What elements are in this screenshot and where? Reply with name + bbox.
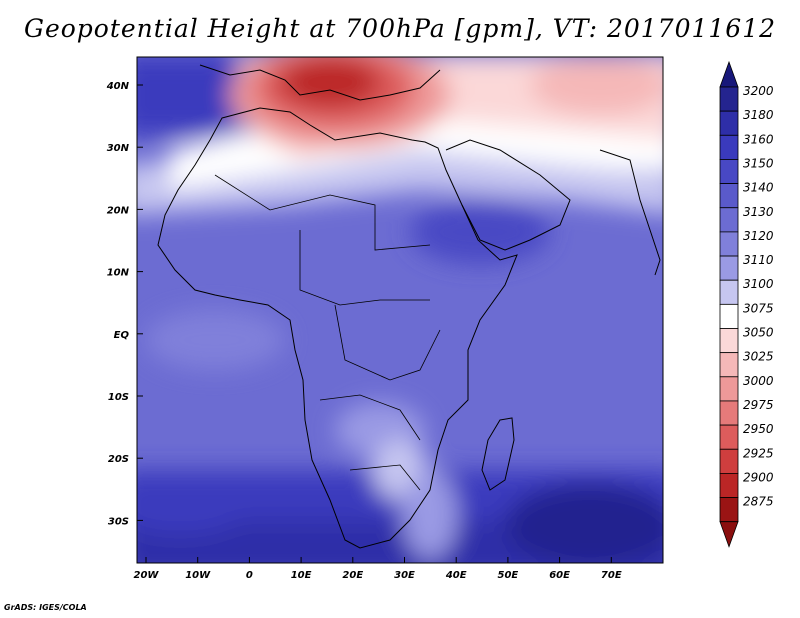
colorbar-swatch [719,328,739,354]
lon-tick-label: 40E [445,570,467,581]
lat-tick-label: 20N [107,205,130,216]
chart-title: Geopotential Height at 700hPa [gpm], VT:… [23,14,777,43]
colorbar-swatch [719,472,739,498]
colorbar-label: 3050 [743,326,774,340]
credit-label: GrADS: IGES/COLA [4,603,87,612]
lon-tick-label: 20E [342,570,363,581]
colorbar-swatch [719,279,739,305]
colorbar-bottom-arrow [719,521,739,548]
lon-tick-label: 0 [246,570,253,581]
colorbar-swatch [719,424,739,450]
lon-tick-label: 30E [394,570,415,581]
colorbar-label: 3150 [743,156,774,170]
colorbar-label: 3140 [743,181,774,195]
colorbar-swatch [719,376,739,402]
colorbar-label: 3025 [743,350,774,364]
colorbar-swatch [719,110,739,136]
lat-tick-label: 10S [108,392,129,403]
colorbar-swatch [719,134,739,160]
lat-tick-label: 30N [107,143,130,154]
lon-tick-label: 20W [134,570,160,581]
colorbar-top-arrow [719,60,739,88]
colorbar-swatch [719,255,739,281]
colorbar-label: 3000 [743,374,774,388]
colorbar-label: 3160 [743,132,774,146]
lat-tick-label: 40N [106,81,130,92]
lon-tick-label: 70E [601,570,622,581]
lat-tick-label: 30S [108,516,129,527]
colorbar-label: 3100 [743,277,774,291]
borders [214,174,441,491]
colorbar-label: 3120 [743,229,774,243]
colorbar-swatch [719,231,739,257]
latitude-axis: 40N 30N 20N 10N EQ 10S 20S 30S [106,81,143,527]
colorbar-swatch [719,400,739,426]
colorbar-swatch [719,448,739,474]
longitude-axis: 20W 10W 0 10E 20E 30E 40E 50E 60E 70E [134,557,622,581]
colorbar-label: 3075 [743,301,774,315]
colorbar-label: 2900 [743,470,774,484]
lon-tick-label: 10E [291,570,312,581]
colorbar-label: 2950 [743,422,774,436]
colorbar-swatch [719,352,739,378]
coastlines [157,64,661,549]
map-frame [136,56,664,564]
lat-tick-label: EQ [114,330,130,341]
colorbar-label: 3180 [743,108,774,122]
colorbar-swatch [719,207,739,233]
lat-tick-label: 10N [107,268,130,279]
lon-tick-label: 50E [498,570,519,581]
lat-tick-label: 20S [108,454,129,465]
colorbar: 3200 3180 3160 3150 3140 3130 3120 3110 3100 3075… [719,60,774,548]
colorbar-swatch [719,497,739,523]
colorbar-label: 3130 [743,205,774,219]
colorbar-label: 2875 [743,495,774,509]
colorbar-label: 2925 [743,446,774,460]
colorbar-label: 2975 [743,398,774,412]
colorbar-swatch [719,183,739,209]
height-field [137,57,663,563]
lon-tick-label: 60E [549,570,570,581]
colorbar-swatch [719,303,739,329]
colorbar-label: 3110 [743,253,774,267]
lon-tick-label: 10W [185,570,211,581]
colorbar-swatch [719,86,739,112]
colorbar-swatch [719,159,739,184]
colorbar-label: 3200 [743,84,774,98]
